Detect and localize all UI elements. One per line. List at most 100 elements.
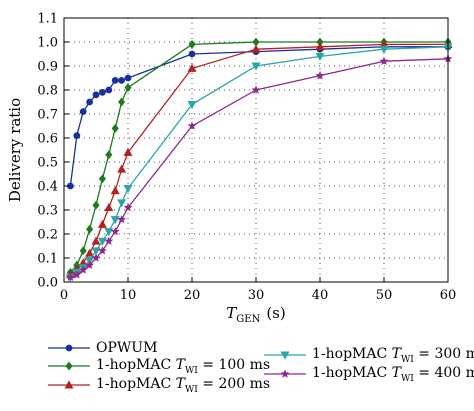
data-point — [104, 236, 114, 245]
line-chart: 0 10 20 30 40 50 60 0.0 0.1 0.2 0.3 0.4 0.5 0.6 0.7 0.8… — [6, 12, 456, 326]
data-point — [85, 260, 95, 269]
legend-label-var: T — [391, 345, 401, 362]
legend-swatch-marker — [65, 344, 73, 352]
legend-label-suffix: = 200 ms — [197, 375, 271, 392]
series-line — [69, 46, 448, 187]
data-point — [251, 44, 261, 53]
legend-label-sub: WI — [401, 354, 414, 365]
series-layer — [65, 37, 453, 282]
data-point — [188, 39, 196, 49]
y-tick-label: 0.4 — [37, 180, 58, 195]
legend-item: 1-hopMAC TWI = 400 ms — [262, 364, 474, 384]
legend-label-suffix: = 300 ms — [418, 345, 474, 362]
data-point — [187, 100, 197, 110]
data-point — [97, 246, 107, 255]
data-point — [78, 265, 88, 274]
y-tick-label: 0.1 — [37, 252, 58, 267]
data-point — [73, 132, 81, 140]
data-point — [251, 85, 261, 94]
data-point — [97, 219, 107, 228]
x-tick-label: 40 — [312, 288, 329, 303]
x-axis-label-sub: GEN — [236, 314, 260, 325]
data-point — [379, 45, 389, 54]
grid — [64, 18, 448, 282]
series-1 — [67, 43, 452, 190]
series-2 — [66, 37, 452, 277]
data-point — [251, 62, 261, 71]
data-point — [97, 237, 107, 246]
legend-label: 1-hopMAC TWI = 100 ms — [96, 357, 270, 376]
data-point — [118, 77, 125, 84]
legend-label-suffix: = 100 ms — [197, 356, 271, 373]
legend-item: 1-hopMAC TWI = 100 ms — [46, 356, 270, 376]
data-point — [124, 74, 132, 82]
data-point — [105, 150, 113, 160]
data-point — [99, 89, 106, 96]
data-point — [79, 246, 87, 256]
data-point — [104, 228, 114, 237]
legend-label-sub: WI — [185, 384, 198, 395]
legend-label-var: T — [175, 375, 185, 392]
legend-label-base: 1-hopMAC — [312, 345, 392, 362]
data-point — [110, 216, 120, 225]
legend-item: 1-hopMAC TWI = 200 ms — [46, 375, 270, 395]
x-tick-label: 0 — [60, 288, 68, 303]
data-point — [92, 91, 100, 99]
data-point — [110, 186, 120, 195]
data-point — [117, 164, 127, 173]
data-point — [124, 83, 132, 93]
data-point — [105, 86, 113, 94]
legend-swatch-marker — [280, 351, 290, 360]
data-point — [111, 123, 119, 133]
legend: OPWUM 1-hopMAC TWI = 100 ms 1-hopMAC TWI =… — [0, 332, 474, 411]
data-point — [111, 77, 119, 84]
plot-frame — [63, 17, 449, 283]
data-point — [187, 121, 197, 130]
legend-label: OPWUM — [96, 340, 158, 356]
y-tick-label: 0.9 — [37, 60, 58, 75]
x-axis-label-unit: (s) — [266, 304, 285, 322]
series-5 — [65, 54, 453, 281]
y-tick-label: 0.5 — [37, 156, 58, 171]
x-tick-label: 50 — [376, 288, 393, 303]
x-tick-label: 10 — [120, 288, 137, 303]
legend-label-sub: WI — [401, 373, 414, 384]
data-point — [85, 248, 95, 257]
data-point — [315, 52, 325, 62]
x-tick-label: 60 — [440, 288, 457, 303]
data-point — [123, 184, 133, 194]
data-point — [187, 63, 197, 72]
data-point — [79, 108, 87, 115]
data-point — [117, 214, 127, 224]
x-axis-label-var: T — [226, 304, 237, 322]
legend-label-sub: WI — [185, 365, 198, 376]
data-point — [98, 174, 106, 184]
y-tick-label: 1.0 — [37, 36, 58, 51]
legend-swatch — [264, 369, 306, 378]
tick-layer: 0 10 20 30 40 50 60 0.0 0.1 0.2 0.3 0.4 0.5 0.6 0.7 0.8… — [37, 12, 456, 304]
legend-label-base: 1-hopMAC — [96, 375, 176, 392]
data-point — [91, 236, 101, 245]
legend-label-var: T — [175, 356, 185, 373]
data-point — [72, 270, 82, 279]
x-axis-label: TGEN (s) — [226, 304, 285, 325]
data-point — [118, 97, 126, 107]
legend-swatch — [48, 361, 90, 371]
data-point — [110, 226, 120, 236]
x-tick-label: 30 — [248, 288, 265, 303]
data-point — [117, 199, 127, 208]
y-tick-label: 0.0 — [37, 276, 58, 291]
data-point — [123, 147, 133, 156]
legend-label: 1-hopMAC TWI = 400 ms — [312, 365, 474, 384]
legend-label: 1-hopMAC TWI = 200 ms — [96, 376, 270, 395]
x-tick-label: 20 — [184, 288, 201, 303]
y-tick-label: 0.8 — [37, 84, 58, 99]
series-line — [70, 58, 449, 278]
data-point — [91, 247, 101, 256]
legend-label: 1-hopMAC TWI = 300 ms — [312, 346, 474, 365]
legend-swatch-marker — [65, 361, 73, 371]
data-point — [104, 202, 114, 212]
legend-label-base: 1-hopMAC — [96, 356, 176, 373]
data-point — [315, 42, 325, 51]
y-axis-label: Delivery ratio — [6, 98, 24, 202]
